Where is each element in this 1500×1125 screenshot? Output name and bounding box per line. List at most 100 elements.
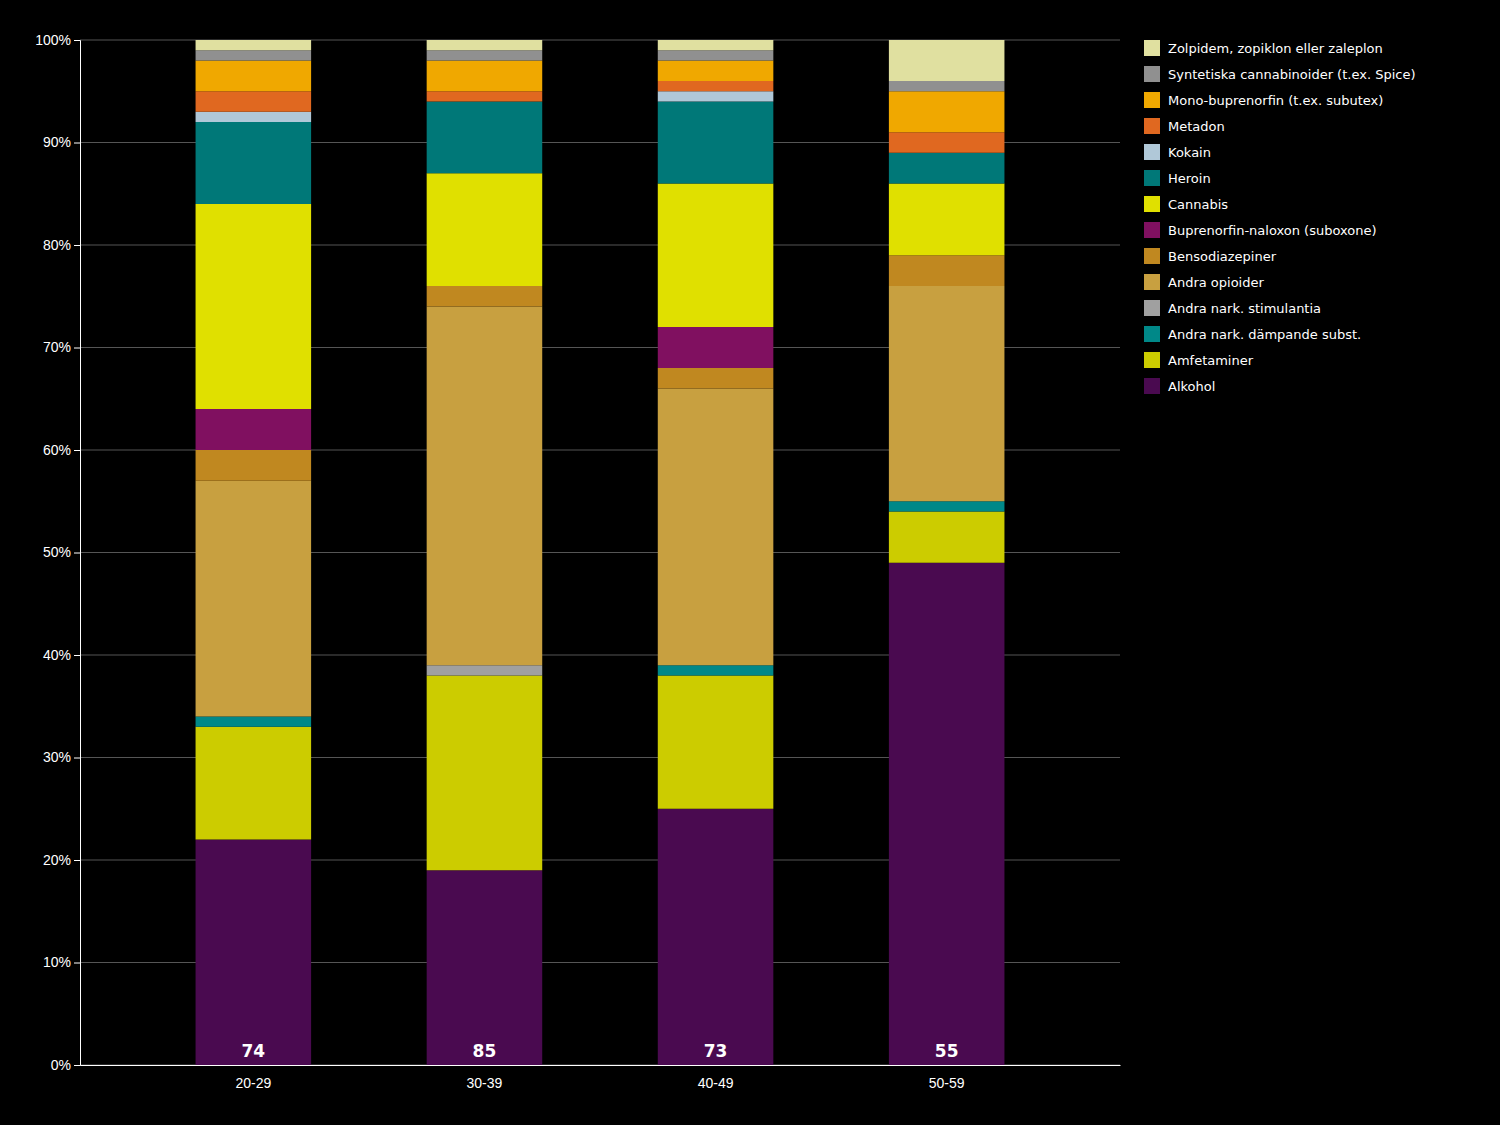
- series: [196, 40, 1005, 81]
- tick-label: 60%: [43, 442, 71, 458]
- bar-segment: [196, 61, 312, 92]
- legend-item: Zolpidem, zopiklon eller zaleplon: [1144, 40, 1383, 56]
- bar-segment: [658, 50, 774, 60]
- series: [196, 102, 1005, 205]
- bar-segment: [427, 91, 543, 101]
- bar-segment: [196, 450, 312, 481]
- legend-label: Andra nark. dämpande subst.: [1168, 327, 1361, 342]
- bar-segment: [889, 563, 1005, 1065]
- legend-label: Bensodiazepiner: [1168, 249, 1277, 264]
- series: [427, 665, 543, 675]
- tick-label: 20-29: [235, 1075, 271, 1091]
- bar-segment: [427, 665, 543, 675]
- legend-label: Mono-buprenorfin (t.ex. subutex): [1168, 93, 1383, 108]
- legend-item: Andra nark. stimulantia: [1144, 300, 1321, 316]
- tick: 60%: [43, 442, 80, 458]
- tick: 30-39: [467, 1075, 503, 1091]
- tick: 0%: [51, 1057, 80, 1073]
- bar-segment: [196, 204, 312, 409]
- bar-segment: [889, 40, 1005, 81]
- legend-swatch: [1144, 378, 1160, 394]
- bar-segment: [196, 840, 312, 1066]
- tick-label: 50%: [43, 544, 71, 560]
- legend-swatch: [1144, 118, 1160, 134]
- bar-segment: [889, 255, 1005, 286]
- bar-segment: [196, 40, 312, 50]
- bar-segment: [889, 91, 1005, 132]
- series: [196, 286, 1005, 717]
- bar-segment: [196, 409, 312, 450]
- tick-label: 30-39: [467, 1075, 503, 1091]
- legend-swatch: [1144, 300, 1160, 316]
- bar-segment: [889, 81, 1005, 91]
- background: [0, 0, 1500, 1125]
- legend-item: Metadon: [1144, 118, 1225, 134]
- tick-mark: [74, 450, 80, 451]
- bar-segment: [889, 153, 1005, 184]
- tick-mark: [74, 143, 80, 144]
- bar-segment: [658, 81, 774, 91]
- legend-label: Andra nark. stimulantia: [1168, 301, 1321, 316]
- legend-item: Kokain: [1144, 144, 1211, 160]
- bar-segment: [196, 112, 312, 122]
- legend-item: Mono-buprenorfin (t.ex. subutex): [1144, 92, 1383, 108]
- tick-mark: [74, 553, 80, 554]
- bar-segment: [889, 501, 1005, 511]
- series: [196, 501, 1005, 727]
- axis-line: [74, 41, 81, 1066]
- legend-item: Buprenorfin-naloxon (suboxone): [1144, 222, 1377, 238]
- tick: 40%: [43, 647, 80, 663]
- legend: Zolpidem, zopiklon eller zaleplon Synteti…: [1144, 40, 1415, 394]
- legend-item: Heroin: [1144, 170, 1211, 186]
- tick: 70%: [43, 339, 80, 355]
- bar-segment: [658, 665, 774, 675]
- tick: 90%: [43, 134, 80, 150]
- tick: 50%: [43, 544, 80, 560]
- bar-segment: [427, 50, 543, 60]
- tick: 20-29: [235, 1075, 271, 1091]
- tick-mark: [74, 348, 80, 349]
- bar-segment: [196, 91, 312, 112]
- annotations: 74857355: [241, 1041, 958, 1061]
- tick-label: 90%: [43, 134, 71, 150]
- grid: [80, 40, 1120, 1065]
- tick-label: 100%: [35, 32, 71, 48]
- bar-segment: [658, 389, 774, 666]
- series: [196, 563, 1005, 1065]
- bar-segment: [427, 102, 543, 174]
- series: [196, 61, 1005, 133]
- tick: 50-59: [929, 1075, 965, 1091]
- bar-segment: [658, 368, 774, 389]
- tick-label: 40-49: [698, 1075, 734, 1091]
- bar-segment: [658, 61, 774, 82]
- annotation: 85: [473, 1041, 497, 1061]
- bar-segment: [196, 122, 312, 204]
- tick: 30%: [43, 749, 80, 765]
- tick: 10%: [43, 954, 80, 970]
- legend-item: Alkohol: [1144, 378, 1215, 394]
- tick-label: 80%: [43, 237, 71, 253]
- bar-segment: [658, 327, 774, 368]
- legend-label: Andra opioider: [1168, 275, 1264, 290]
- legend-swatch: [1144, 170, 1160, 186]
- tick: 40-49: [698, 1075, 734, 1091]
- bar-segment: [658, 676, 774, 809]
- legend-label: Cannabis: [1168, 197, 1228, 212]
- annotation: 55: [935, 1041, 959, 1061]
- bar-segment: [889, 184, 1005, 256]
- legend-item: Cannabis: [1144, 196, 1228, 212]
- tick: 80%: [43, 237, 80, 253]
- tick-mark: [74, 245, 80, 246]
- bar-segment: [658, 102, 774, 184]
- bar-segment: [889, 512, 1005, 563]
- bar-segment: [196, 50, 312, 60]
- legend-swatch: [1144, 326, 1160, 342]
- series: [196, 91, 774, 122]
- legend-item: Syntetiska cannabinoider (t.ex. Spice): [1144, 66, 1415, 82]
- bar-segment: [427, 676, 543, 871]
- tick-label: 70%: [43, 339, 71, 355]
- bars: [196, 40, 1005, 1065]
- annotation: 74: [241, 1041, 265, 1061]
- tick-mark: [74, 1065, 80, 1066]
- tick-mark: [74, 758, 80, 759]
